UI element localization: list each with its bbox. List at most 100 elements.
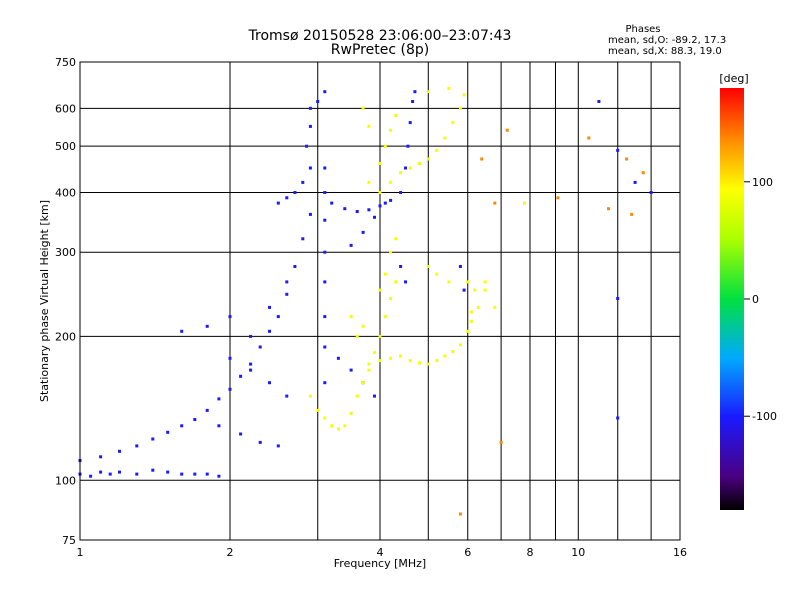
data-point (462, 288, 466, 292)
y-tick-label: 400 (55, 186, 76, 199)
data-point (276, 315, 280, 319)
data-point (458, 265, 462, 268)
data-point (323, 250, 327, 254)
data-point (383, 272, 387, 276)
plot-grid (80, 62, 680, 540)
data-point (249, 334, 253, 338)
data-point (308, 394, 312, 398)
data-point (349, 315, 353, 319)
data-point (616, 148, 620, 152)
data-point (499, 440, 503, 444)
data-point (108, 472, 112, 476)
data-point (180, 329, 184, 333)
data-point (180, 472, 184, 476)
data-point (373, 394, 376, 398)
data-point (493, 201, 497, 205)
data-point (135, 472, 139, 476)
data-point (378, 359, 382, 363)
data-point (383, 144, 387, 148)
data-point (426, 90, 430, 94)
data-point (394, 113, 398, 117)
data-point (118, 470, 121, 474)
data-point (349, 411, 353, 415)
data-point (418, 361, 421, 365)
x-tick-label: 4 (377, 546, 384, 559)
data-point (305, 144, 309, 148)
data-point (378, 288, 382, 292)
data-point (399, 354, 403, 358)
data-point (323, 218, 327, 222)
data-point (249, 362, 253, 366)
data-point (505, 128, 509, 132)
data-point (462, 93, 466, 97)
data-point (426, 362, 430, 366)
data-point (408, 359, 412, 363)
data-point (466, 329, 470, 333)
data-point (268, 329, 271, 333)
data-point (151, 468, 155, 472)
data-point (193, 418, 197, 421)
data-point (308, 166, 312, 170)
y-tick-label: 200 (55, 330, 76, 343)
phases-mean-o: mean, sd,O: -89.2, 17.3 (608, 35, 726, 46)
data-point (205, 324, 209, 328)
data-point (89, 474, 93, 478)
x-tick-label: 10 (571, 546, 585, 559)
data-point (458, 343, 462, 347)
data-point (239, 432, 243, 436)
data-point (166, 430, 170, 434)
data-point (355, 210, 359, 213)
data-point (308, 106, 312, 110)
data-point (228, 315, 232, 319)
data-point (443, 136, 447, 140)
y-tick-label: 300 (55, 246, 76, 259)
data-point (258, 440, 262, 444)
data-point (285, 394, 289, 398)
data-point (411, 100, 415, 103)
data-point (316, 100, 320, 103)
plot-frame (79, 61, 681, 541)
data-point (239, 374, 243, 378)
phases-mean-x: mean, sd,X: 88.3, 19.0 (608, 46, 722, 57)
data-point (228, 356, 232, 360)
data-point (217, 424, 221, 428)
x-axis-ticks: 1 2 4 6 8 10 16 (77, 546, 688, 559)
data-point (330, 424, 334, 428)
chart-subtitle: RwPretec (8p) (331, 42, 429, 58)
data-point (135, 444, 139, 448)
data-point (378, 162, 382, 165)
data-point (118, 449, 121, 453)
data-point (383, 315, 387, 319)
data-point (151, 437, 155, 441)
x-tick-label: 1 (77, 546, 84, 559)
data-point (649, 191, 653, 194)
data-point (285, 280, 289, 284)
data-point (389, 198, 393, 202)
data-point (473, 288, 477, 292)
data-point (523, 201, 526, 205)
data-point (556, 196, 560, 200)
data-point (630, 212, 634, 216)
colorbar-tick-label: -100 (752, 410, 777, 423)
data-point (336, 356, 340, 360)
data-point (399, 265, 403, 268)
data-point (399, 171, 403, 175)
data-point (426, 265, 430, 268)
data-point (378, 204, 382, 208)
data-point (469, 310, 473, 314)
data-point (293, 265, 297, 268)
data-point (469, 319, 473, 323)
data-point (378, 191, 382, 194)
data-point (349, 243, 353, 247)
data-point (276, 444, 280, 448)
data-point (323, 166, 327, 170)
data-point (373, 351, 376, 355)
data-point (205, 472, 209, 476)
data-point (389, 356, 393, 360)
chart-title: Tromsø 20150528 23:06:00–23:07:43 (248, 28, 512, 44)
data-point (323, 90, 327, 94)
data-point (480, 157, 484, 161)
data-point (361, 381, 365, 385)
x-tick-label: 16 (673, 546, 687, 559)
y-axis-label: Stationary phase Virtual Height [km] (38, 200, 51, 402)
